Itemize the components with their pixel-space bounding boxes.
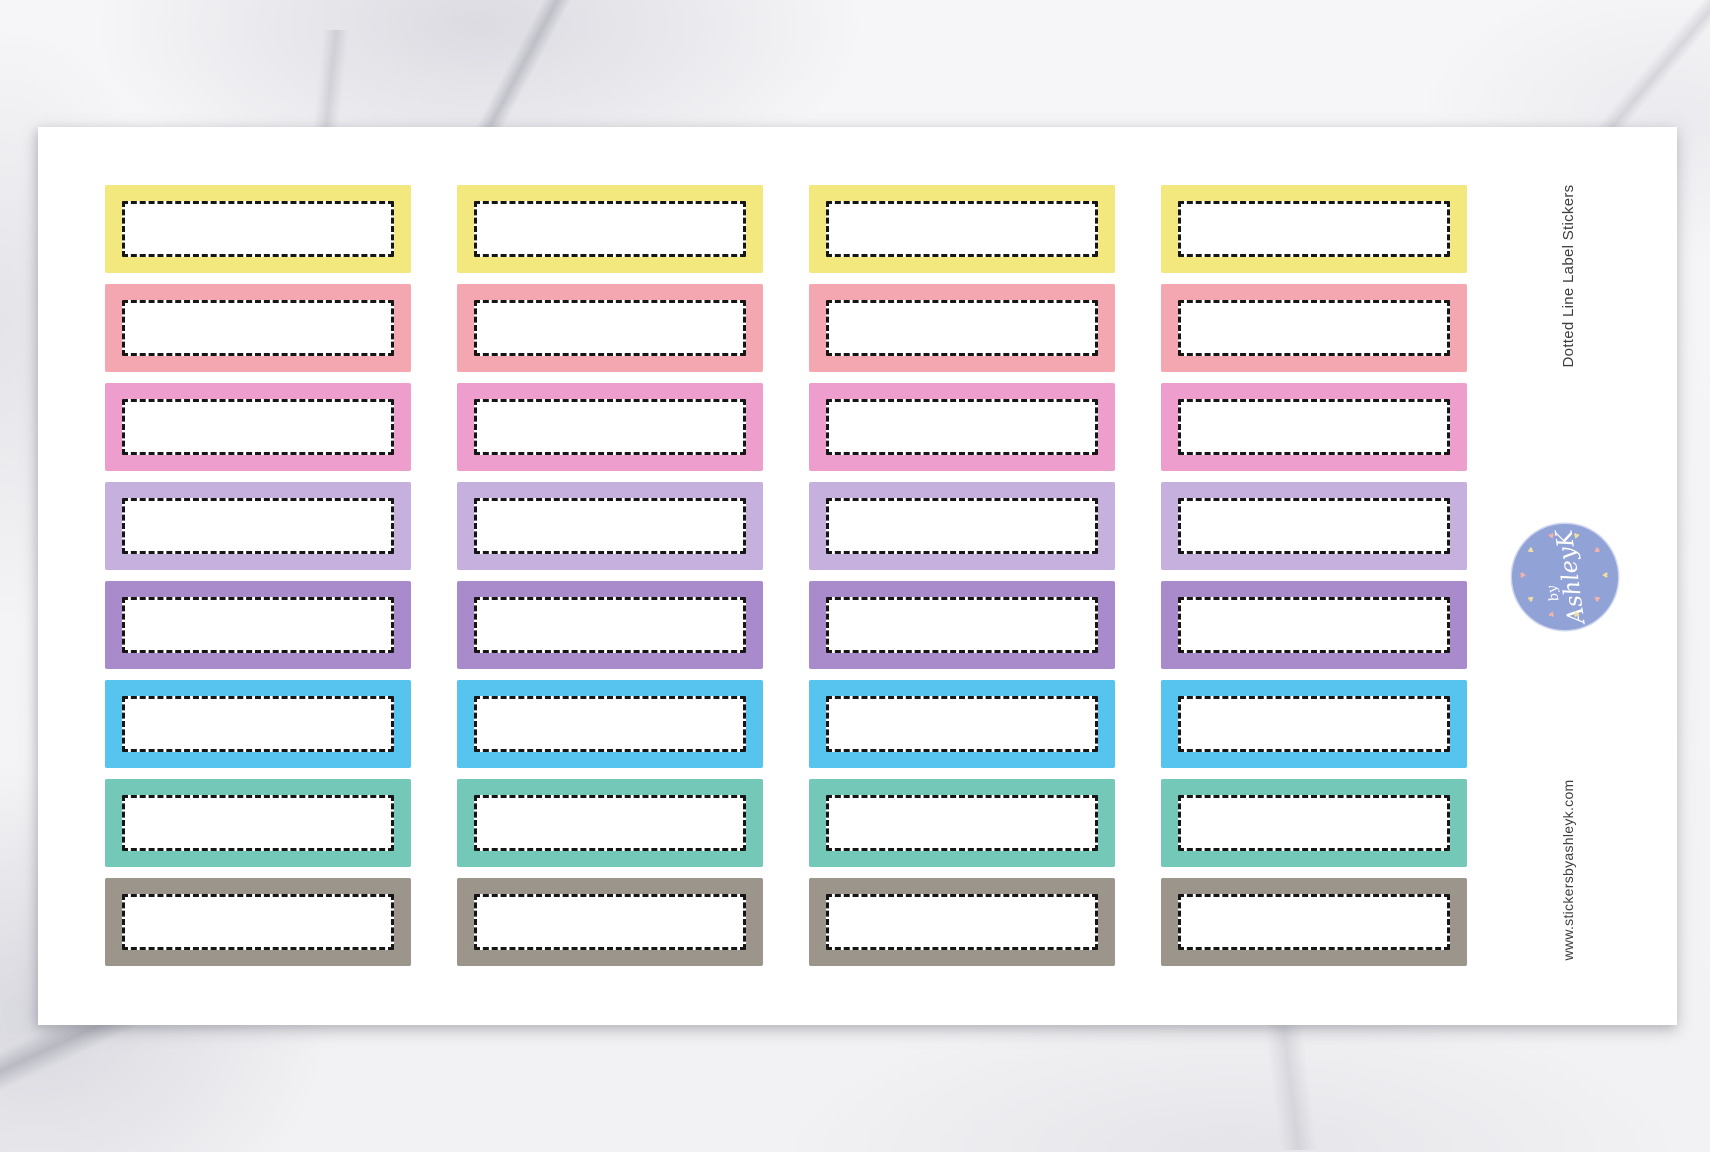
sticker-write-in-area bbox=[826, 894, 1098, 950]
heart-icon: ♥ bbox=[1518, 572, 1529, 578]
sticker-write-in-area bbox=[826, 300, 1098, 356]
sticker-pastel-salmon bbox=[105, 284, 411, 372]
sticker-write-in-area bbox=[474, 498, 746, 554]
sticker-write-in-area bbox=[1178, 795, 1450, 851]
sticker-write-in-area bbox=[122, 696, 394, 752]
sticker-pastel-purple bbox=[457, 581, 763, 669]
sticker-pastel-blue bbox=[1161, 680, 1467, 768]
sticker-pastel-teal bbox=[457, 779, 763, 867]
sticker-write-in-area bbox=[826, 696, 1098, 752]
sticker-write-in-area bbox=[474, 300, 746, 356]
sticker-write-in-area bbox=[1178, 300, 1450, 356]
sticker-pastel-purple bbox=[809, 581, 1115, 669]
sticker-pastel-taupe bbox=[105, 878, 411, 966]
heart-icon: ♥ bbox=[1590, 592, 1603, 604]
heart-icon: ♥ bbox=[1571, 607, 1581, 620]
sticker-pastel-purple bbox=[1161, 581, 1467, 669]
sticker-pastel-pink bbox=[105, 383, 411, 471]
sticker-pastel-taupe bbox=[809, 878, 1115, 966]
sticker-write-in-area bbox=[1178, 597, 1450, 653]
sticker-pastel-taupe bbox=[1161, 878, 1467, 966]
sticker-pastel-yellow bbox=[809, 185, 1115, 273]
sticker-write-in-area bbox=[122, 300, 394, 356]
sticker-write-in-area bbox=[122, 498, 394, 554]
sticker-write-in-area bbox=[826, 597, 1098, 653]
sticker-write-in-area bbox=[1178, 696, 1450, 752]
sticker-write-in-area bbox=[474, 795, 746, 851]
sticker-pastel-salmon bbox=[457, 284, 763, 372]
sticker-pastel-lilac bbox=[457, 482, 763, 570]
sticker-write-in-area bbox=[1178, 894, 1450, 950]
heart-icon: ♥ bbox=[1590, 545, 1603, 557]
sticker-write-in-area bbox=[826, 795, 1098, 851]
logo-hearts-ring: ♥ ♥ ♥ ♥ ♥ ♥ ♥ ♥ ♥ ♥ bbox=[1512, 524, 1618, 630]
heart-icon: ♥ bbox=[1599, 572, 1610, 578]
sticker-pastel-teal bbox=[809, 779, 1115, 867]
sticker-write-in-area bbox=[122, 597, 394, 653]
sticker-write-in-area bbox=[826, 498, 1098, 554]
sticker-write-in-area bbox=[474, 597, 746, 653]
sticker-pastel-salmon bbox=[809, 284, 1115, 372]
sticker-pastel-yellow bbox=[457, 185, 763, 273]
sticker-write-in-area bbox=[1178, 201, 1450, 257]
sticker-pastel-teal bbox=[105, 779, 411, 867]
sticker-write-in-area bbox=[122, 399, 394, 455]
heart-icon: ♥ bbox=[1547, 530, 1557, 543]
sticker-write-in-area bbox=[122, 201, 394, 257]
sticker-pastel-purple bbox=[105, 581, 411, 669]
sticker-pastel-blue bbox=[457, 680, 763, 768]
sticker-pastel-lilac bbox=[1161, 482, 1467, 570]
sticker-write-in-area bbox=[826, 201, 1098, 257]
sticker-write-in-area bbox=[122, 894, 394, 950]
brand-logo: by AshleyK ♥ ♥ ♥ ♥ ♥ ♥ ♥ ♥ ♥ ♥ bbox=[1512, 524, 1618, 630]
marble-vein bbox=[980, 1010, 1600, 1150]
heart-icon: ♥ bbox=[1525, 592, 1538, 604]
sticker-pastel-pink bbox=[1161, 383, 1467, 471]
sticker-sheet: Dotted Line Label Stickers by AshleyK ♥ ♥… bbox=[38, 127, 1677, 1025]
sticker-write-in-area bbox=[474, 399, 746, 455]
heart-icon: ♥ bbox=[1571, 530, 1581, 543]
sticker-write-in-area bbox=[474, 696, 746, 752]
sticker-pastel-teal bbox=[1161, 779, 1467, 867]
sticker-write-in-area bbox=[1178, 498, 1450, 554]
sticker-pastel-blue bbox=[105, 680, 411, 768]
sticker-pastel-taupe bbox=[457, 878, 763, 966]
sticker-write-in-area bbox=[1178, 399, 1450, 455]
website-url-vertical: www.stickersbyashleyk.com bbox=[1560, 779, 1576, 961]
sticker-pastel-pink bbox=[809, 383, 1115, 471]
sticker-write-in-area bbox=[826, 399, 1098, 455]
heart-icon: ♥ bbox=[1547, 607, 1557, 620]
sticker-pastel-yellow bbox=[105, 185, 411, 273]
sticker-pastel-salmon bbox=[1161, 284, 1467, 372]
sticker-write-in-area bbox=[122, 795, 394, 851]
product-title-vertical: Dotted Line Label Stickers bbox=[1559, 184, 1577, 368]
sticker-pastel-pink bbox=[457, 383, 763, 471]
sticker-write-in-area bbox=[474, 894, 746, 950]
sticker-pastel-yellow bbox=[1161, 185, 1467, 273]
heart-icon: ♥ bbox=[1525, 545, 1538, 557]
sticker-grid bbox=[105, 185, 1467, 966]
sticker-write-in-area bbox=[474, 201, 746, 257]
sticker-pastel-blue bbox=[809, 680, 1115, 768]
sticker-pastel-lilac bbox=[809, 482, 1115, 570]
sticker-pastel-lilac bbox=[105, 482, 411, 570]
